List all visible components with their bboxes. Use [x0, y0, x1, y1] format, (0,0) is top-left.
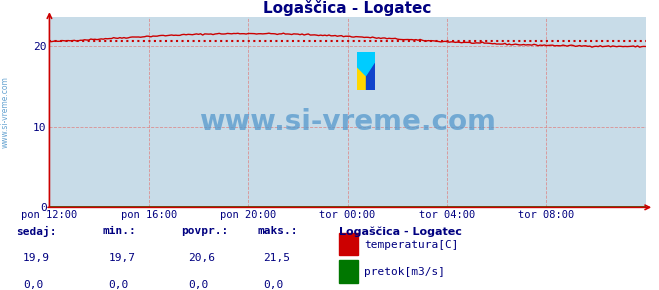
- Bar: [357, 52, 366, 90]
- Text: 21,5: 21,5: [264, 253, 291, 262]
- Text: 0,0: 0,0: [188, 280, 208, 290]
- Text: 19,9: 19,9: [23, 253, 50, 262]
- Text: 0,0: 0,0: [264, 280, 284, 290]
- Text: povpr.:: povpr.:: [181, 226, 229, 236]
- Text: 20,6: 20,6: [188, 253, 215, 262]
- Text: sedaj:: sedaj:: [16, 226, 57, 237]
- Polygon shape: [357, 52, 375, 75]
- Text: 19,7: 19,7: [109, 253, 136, 262]
- Title: Logaščica - Logatec: Logaščica - Logatec: [264, 0, 432, 16]
- Text: www.si-vreme.com: www.si-vreme.com: [199, 108, 496, 136]
- Text: maks.:: maks.:: [257, 226, 297, 236]
- Bar: [339, 260, 358, 283]
- Text: 0,0: 0,0: [23, 280, 43, 290]
- Text: temperatura[C]: temperatura[C]: [364, 240, 458, 249]
- Text: www.si-vreme.com: www.si-vreme.com: [1, 77, 10, 148]
- Text: min.:: min.:: [102, 226, 136, 236]
- Bar: [339, 233, 358, 255]
- Text: Logaščica - Logatec: Logaščica - Logatec: [339, 226, 462, 237]
- Text: 0,0: 0,0: [109, 280, 129, 290]
- Text: pretok[m3/s]: pretok[m3/s]: [364, 267, 445, 278]
- Bar: [366, 52, 375, 90]
